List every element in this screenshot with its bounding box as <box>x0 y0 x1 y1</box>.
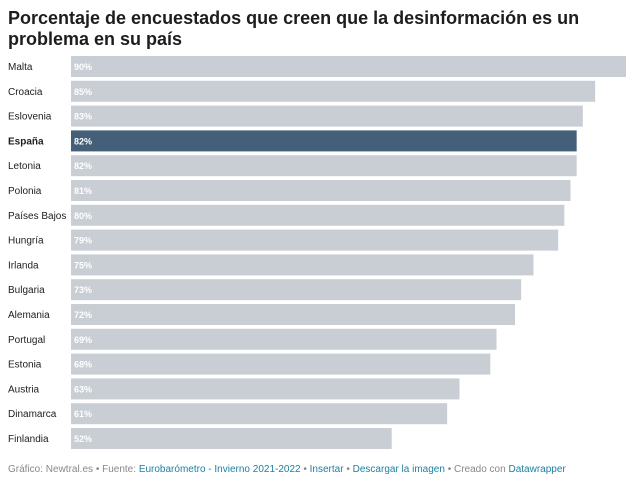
category-label: Letonia <box>8 161 41 172</box>
bar-chart: Malta 90% Croacia 85% Eslovenia 83% España 82% L… <box>8 56 626 449</box>
bar <box>71 80 596 102</box>
value-label: 82% <box>74 136 92 146</box>
bar <box>71 403 448 425</box>
created-prefix: Creado con <box>453 464 506 475</box>
value-label: 68% <box>74 360 92 370</box>
credit-text: Gráfico: Newtral.es <box>8 464 94 475</box>
bar <box>71 304 515 325</box>
bar <box>71 353 491 375</box>
chart-title: Porcentaje de encuestados que creen que … <box>8 8 580 49</box>
value-label: 83% <box>74 112 92 122</box>
value-label: 90% <box>74 62 92 72</box>
bar <box>71 254 534 276</box>
source-link[interactable]: Eurobarómetro - Invierno 2021-2022 <box>138 464 301 475</box>
bar <box>71 56 626 77</box>
category-label: Malta <box>8 62 33 73</box>
value-label: 61% <box>74 409 92 419</box>
value-label: 73% <box>74 285 92 295</box>
category-label: Irlanda <box>8 260 39 271</box>
category-label: Eslovenia <box>8 112 52 123</box>
category-label: Croacia <box>8 87 43 98</box>
value-label: 63% <box>74 384 92 394</box>
category-label: Polonia <box>8 186 42 197</box>
source-prefix: Fuente: <box>102 464 137 475</box>
category-label: Estonia <box>8 360 42 371</box>
value-label: 85% <box>74 87 92 97</box>
value-label: 79% <box>74 236 92 246</box>
bar <box>71 378 460 400</box>
category-label: Países Bajos <box>8 211 66 222</box>
value-label: 80% <box>74 211 92 221</box>
value-label: 72% <box>74 310 92 320</box>
category-label: Bulgaria <box>8 285 45 296</box>
embed-link[interactable]: Insertar <box>309 464 344 475</box>
category-label: Hungría <box>8 236 44 247</box>
download-image-link[interactable]: Descargar la imagen <box>352 464 445 475</box>
value-label: 81% <box>74 186 92 196</box>
category-label: España <box>8 136 44 147</box>
value-label: 69% <box>74 335 92 345</box>
bar <box>71 204 565 226</box>
bar <box>71 229 559 251</box>
category-label: Finlandia <box>8 434 49 445</box>
bar <box>71 180 571 201</box>
bar <box>71 105 583 127</box>
chart-footer: Gráfico: Newtral.es • Fuente: Eurobaróme… <box>8 464 566 475</box>
datawrapper-link[interactable]: Datawrapper <box>508 464 566 475</box>
bar <box>71 279 522 301</box>
category-label: Portugal <box>8 335 45 346</box>
category-label: Austria <box>8 384 40 395</box>
bar <box>71 155 577 177</box>
category-label: Alemania <box>8 310 50 321</box>
value-label: 52% <box>74 434 92 444</box>
value-label: 82% <box>74 161 92 171</box>
bar <box>71 130 577 152</box>
value-label: 75% <box>74 260 92 270</box>
bar <box>71 328 497 350</box>
category-label: Dinamarca <box>8 409 57 420</box>
bar <box>71 428 392 449</box>
